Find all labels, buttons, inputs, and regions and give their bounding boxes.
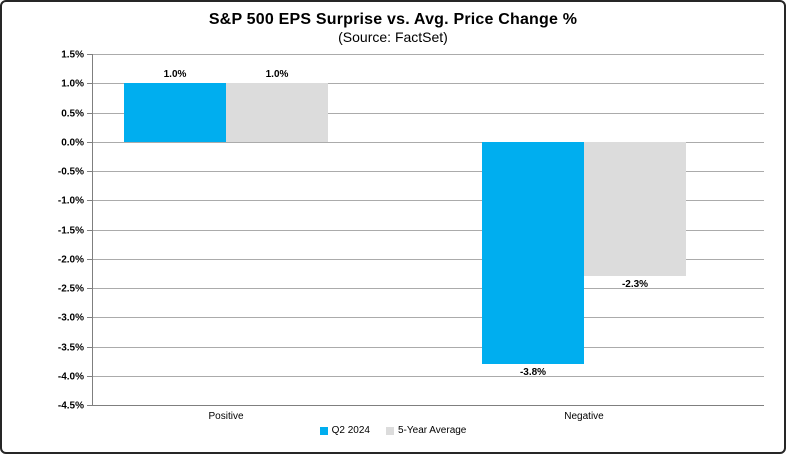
x-axis-label-positive: Positive <box>208 411 244 422</box>
bar-value-label-q2-2024-positive: 1.0% <box>163 69 187 81</box>
gridline <box>92 83 764 84</box>
bar-q2-2024-positive <box>124 83 226 142</box>
x-axis-label-negative: Negative <box>564 411 604 422</box>
gridline <box>92 376 764 377</box>
chart-subtitle: (Source: FactSet) <box>338 29 448 45</box>
legend-swatch-icon <box>385 426 394 435</box>
y-axis-tick <box>87 200 92 201</box>
y-axis-tick-label: -4.5% <box>57 400 84 411</box>
y-axis-tick-label: 1.5% <box>61 49 84 60</box>
y-axis-tick-label: -2.0% <box>57 254 84 265</box>
legend-swatch-icon <box>319 426 328 435</box>
bar-5-year-average-negative <box>584 141 686 277</box>
gridline <box>92 230 764 231</box>
x-axis-line <box>92 405 764 406</box>
y-axis-tick <box>87 113 92 114</box>
legend-item-q2-2024: Q2 2024 <box>319 425 370 436</box>
gridline <box>92 142 764 143</box>
y-axis-line <box>92 54 93 406</box>
gridline <box>92 113 764 114</box>
bar-value-label-q2-2024-negative: -3.8% <box>519 367 547 379</box>
y-axis-tick <box>87 347 92 348</box>
y-axis-tick <box>87 171 92 172</box>
legend-item-5-year-average: 5-Year Average <box>385 425 467 436</box>
y-axis-tick <box>87 54 92 55</box>
y-axis-tick-label: -3.5% <box>57 342 84 353</box>
y-axis-tick <box>87 288 92 289</box>
y-axis-tick-label: 0.0% <box>61 137 84 148</box>
y-axis-tick-label: -2.5% <box>57 283 84 294</box>
gridline <box>92 200 764 201</box>
y-axis-tick <box>87 142 92 143</box>
gridline <box>92 171 764 172</box>
y-axis-tick-label: -4.0% <box>57 371 84 382</box>
y-axis-tick-label: 1.0% <box>61 78 84 89</box>
legend-label: 5-Year Average <box>397 425 467 436</box>
gridline <box>92 347 764 348</box>
y-axis-tick-label: 0.5% <box>61 108 84 119</box>
legend-label: Q2 2024 <box>331 425 370 436</box>
gridline <box>92 288 764 289</box>
y-axis-tick-label: -1.5% <box>57 225 84 236</box>
bar-q2-2024-negative <box>482 141 584 365</box>
bar-value-label-5-year-average-negative: -2.3% <box>621 279 649 291</box>
bar-value-label-5-year-average-positive: 1.0% <box>265 69 289 81</box>
gridline <box>92 317 764 318</box>
gridline <box>92 54 764 55</box>
y-axis-tick-label: -0.5% <box>57 166 84 177</box>
y-axis-tick <box>87 317 92 318</box>
bar-5-year-average-positive <box>226 83 328 142</box>
gridline <box>92 259 764 260</box>
y-axis-tick-label: -1.0% <box>57 195 84 206</box>
y-axis-tick <box>87 259 92 260</box>
y-axis-tick <box>87 376 92 377</box>
y-axis-tick <box>87 405 92 406</box>
y-axis-tick <box>87 83 92 84</box>
y-axis-tick-label: -3.0% <box>57 312 84 323</box>
y-axis-tick <box>87 230 92 231</box>
legend: Q2 2024 5-Year Average <box>2 425 784 436</box>
chart-title: S&P 500 EPS Surprise vs. Avg. Price Chan… <box>208 11 578 28</box>
